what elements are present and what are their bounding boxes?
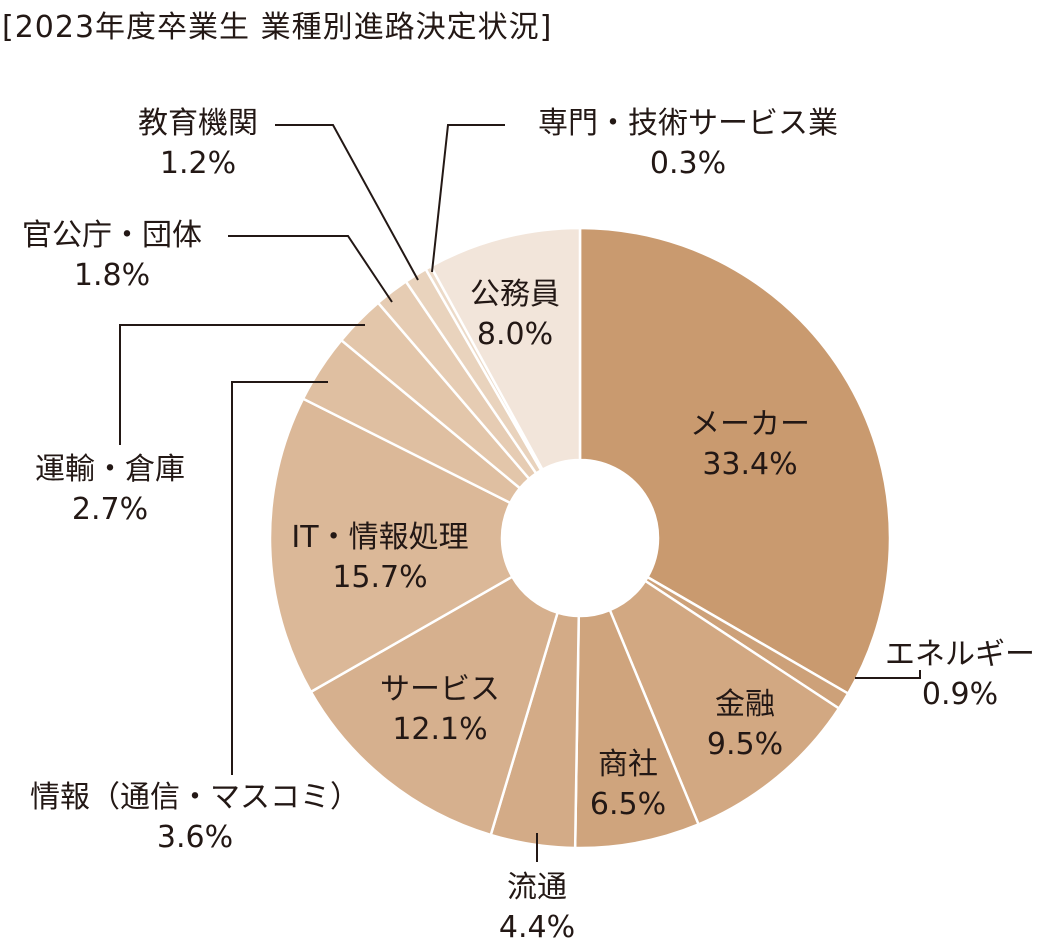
label-maker: メーカー 33.4% xyxy=(690,407,810,482)
label-media: 情報（通信・マスコミ） 3.6% xyxy=(30,780,360,855)
label-transport: 運輸・倉庫 2.7% xyxy=(35,452,185,527)
label-it: IT・情報処理 15.7% xyxy=(291,520,469,595)
label-distribution: 流通 4.4% xyxy=(498,870,576,945)
leader-line-energy xyxy=(855,670,921,679)
label-government: 官公庁・団体 1.8% xyxy=(22,218,202,293)
label-finance: 金融 9.5% xyxy=(706,687,784,762)
chart-title: [2023年度卒業生 業種別進路決定状況] xyxy=(2,10,553,45)
label-trading: 商社 6.5% xyxy=(589,747,667,822)
slice-2 xyxy=(608,579,841,827)
label-public-servant: 公務員 8.0% xyxy=(470,277,560,352)
label-service: サービス 12.1% xyxy=(380,672,500,747)
leader-line-transport xyxy=(119,324,365,445)
leader-lines xyxy=(119,124,921,862)
slice-5 xyxy=(309,575,560,837)
label-education: 教育機関 1.2% xyxy=(138,106,258,181)
slice-12 xyxy=(429,226,582,472)
slice-0 xyxy=(578,226,892,696)
leader-line-professional xyxy=(431,124,505,273)
label-energy: エネルギー 0.9% xyxy=(885,637,1035,712)
leader-line-education xyxy=(275,124,419,281)
slice-6 xyxy=(268,397,514,694)
leader-line-media xyxy=(231,381,328,775)
label-professional: 専門・技術サービス業 0.3% xyxy=(538,106,838,181)
leader-line-government xyxy=(228,235,393,303)
